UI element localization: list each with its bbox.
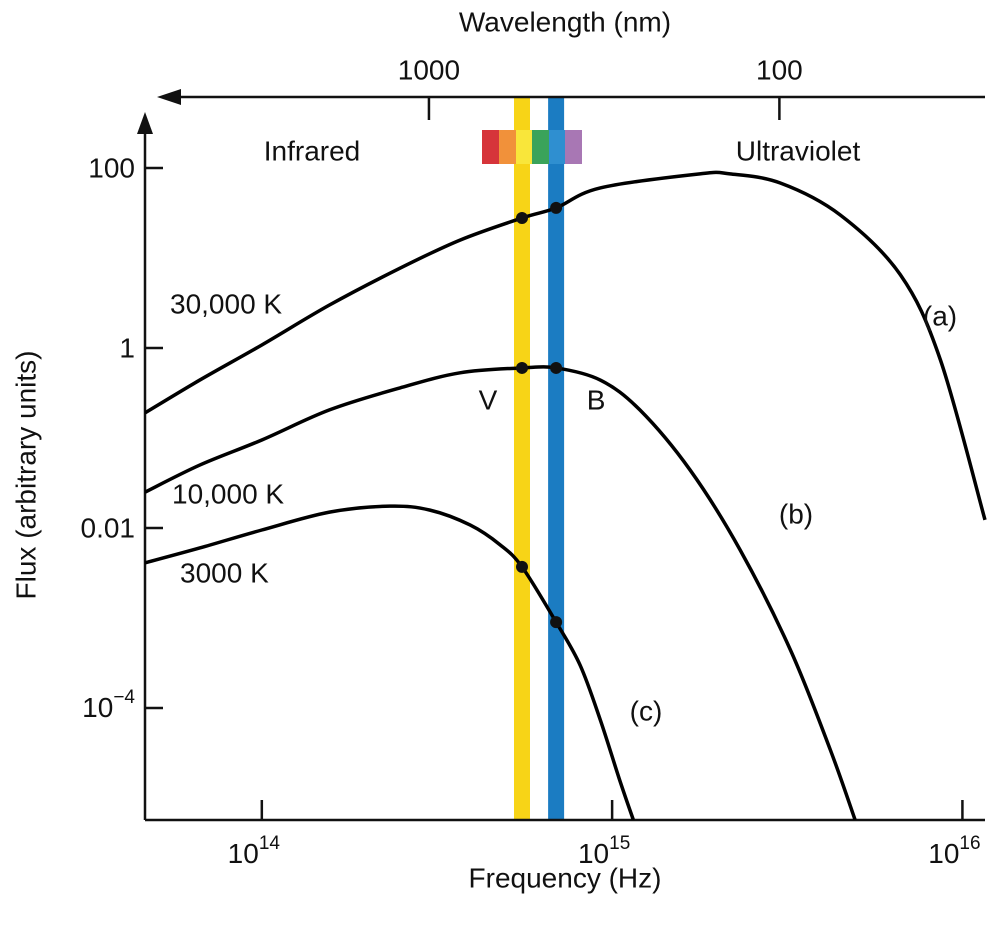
y-tick-label: 0.01 — [81, 512, 136, 543]
series-name: 30,000 K — [170, 288, 282, 319]
band-point — [515, 361, 528, 374]
bands — [513, 97, 565, 820]
x-tick-label: 1015 — [578, 833, 630, 869]
x-tick-label-sup: 14 — [259, 833, 281, 854]
curve — [145, 170, 987, 521]
y-tick-label: 100 — [88, 152, 135, 183]
series-name: 10,000 K — [172, 478, 284, 509]
annotation: Ultraviolet — [736, 135, 861, 166]
axes — [143, 95, 985, 822]
x-tick-label: 1016 — [928, 833, 980, 869]
band — [548, 97, 565, 820]
x-tick-label-base: 10 — [928, 838, 959, 869]
series-tag: (a) — [923, 300, 957, 331]
annotation: Infrared — [264, 135, 361, 166]
y-tick-label: 10−4 — [82, 687, 135, 723]
spectrum-strip — [482, 130, 582, 164]
band-label: V — [479, 384, 498, 415]
x-axis-label: Frequency (Hz) — [469, 862, 662, 893]
series-name: 3000 K — [180, 557, 269, 588]
curve — [145, 504, 636, 820]
band-point — [550, 361, 563, 374]
x-tick-label: 1014 — [228, 833, 281, 869]
x-tick-label-sup: 16 — [959, 833, 980, 854]
series-tag: (b) — [779, 498, 813, 529]
x-tick-label-base: 10 — [578, 838, 609, 869]
y-tick-label-sup: −4 — [113, 687, 135, 708]
x2-tick-label: 100 — [756, 54, 803, 85]
y-axis-arrow — [137, 112, 153, 134]
x-tick-label-base: 10 — [228, 838, 259, 869]
x2-axis-arrow — [157, 89, 181, 105]
x-tick-label-sup: 15 — [609, 833, 630, 854]
series-tag: (c) — [630, 695, 663, 726]
y-tick-label: 1 — [119, 332, 135, 363]
band — [513, 97, 530, 820]
y-tick-label-base: 10 — [82, 692, 113, 723]
band-point — [550, 616, 563, 629]
band-label: B — [587, 384, 606, 415]
x2-tick-label: 1000 — [398, 54, 460, 85]
band-point — [550, 201, 563, 214]
band-point — [515, 211, 528, 224]
curve — [145, 365, 857, 820]
x2-axis-label: Wavelength (nm) — [459, 6, 671, 37]
band-point — [515, 560, 528, 573]
y-axis-label: Flux (arbitrary units) — [10, 351, 41, 600]
